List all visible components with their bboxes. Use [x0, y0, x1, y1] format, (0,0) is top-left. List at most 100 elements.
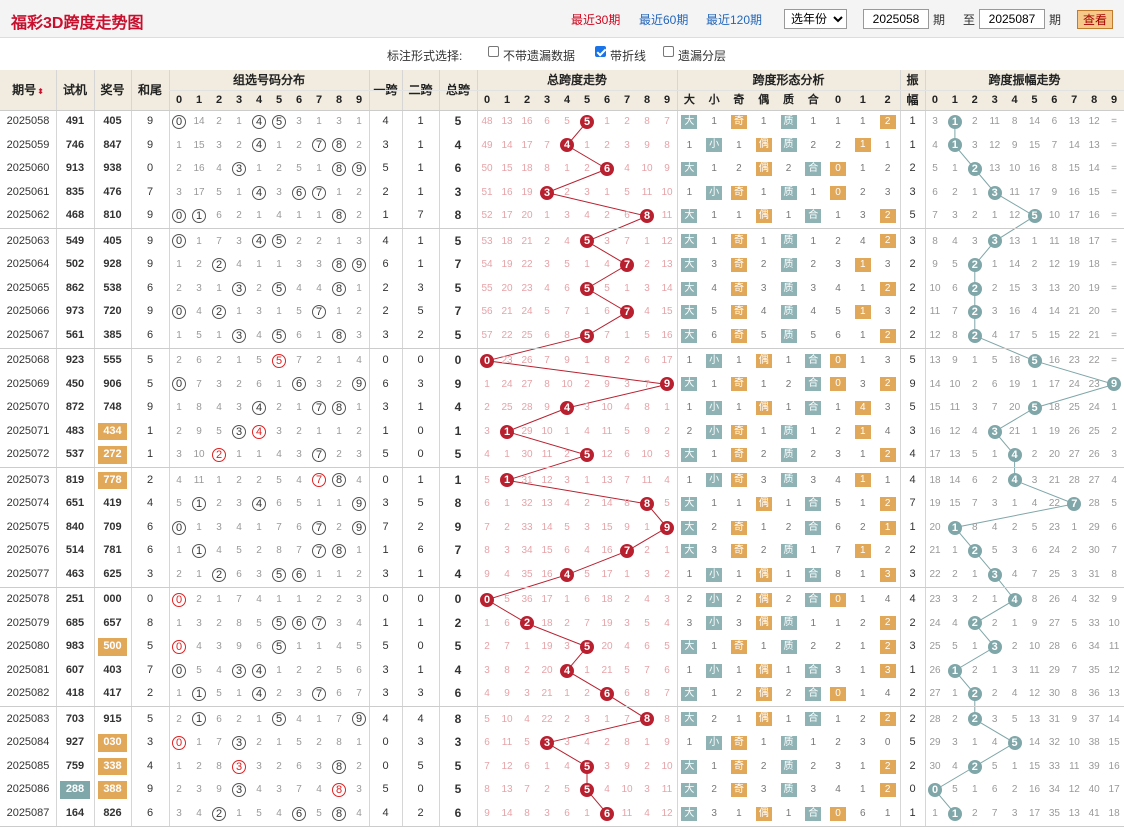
- trend-miss: 13: [661, 259, 673, 271]
- group-ball: 6: [292, 616, 306, 631]
- amp-trend-miss: 40: [1088, 784, 1100, 796]
- trend-miss: 1: [584, 664, 590, 676]
- header-issue[interactable]: 期号⬍: [12, 83, 44, 97]
- trend-miss: 6: [544, 329, 550, 341]
- amp-trend-miss: 28: [1088, 498, 1100, 510]
- group-miss: 6: [356, 664, 362, 676]
- header-digit: 1: [951, 94, 958, 106]
- shape-mark: 2: [879, 783, 896, 798]
- amp-trend-miss: 3: [1071, 568, 1078, 580]
- shape-miss: 3: [884, 259, 891, 271]
- year-select[interactable]: 选年份: [784, 9, 847, 29]
- sort-icon[interactable]: ⬍: [37, 87, 44, 96]
- trend-miss: 6: [604, 306, 610, 318]
- miss-layer-checkbox[interactable]: [663, 46, 674, 57]
- group-miss: 2: [236, 210, 242, 222]
- amp-trend-miss: 4: [952, 760, 958, 772]
- group-ball: 2: [212, 806, 226, 821]
- trial-cell: 703: [65, 712, 85, 725]
- span2-cell: 6: [417, 544, 424, 557]
- group-ball: 1: [192, 712, 206, 727]
- amplitude-cell: 9: [909, 377, 916, 390]
- query-button[interactable]: 查看: [1077, 10, 1113, 29]
- issue-to-input[interactable]: [979, 9, 1045, 29]
- span1-cell: 1: [382, 209, 389, 222]
- total-span-cell: 0: [454, 353, 462, 367]
- group-miss: 6: [256, 641, 262, 653]
- amp-trend-miss: 2: [952, 713, 958, 725]
- group-ball: 6: [292, 185, 306, 200]
- shape-mark: 0: [830, 377, 847, 392]
- grid-line: [56, 70, 57, 826]
- amp-trend-miss: 6: [1071, 641, 1078, 653]
- group-miss: 4: [356, 617, 362, 629]
- grid-line: [131, 70, 132, 826]
- grid-line: [477, 70, 478, 826]
- amp-trend-miss: 9: [1071, 713, 1078, 725]
- no-miss-data-checkbox[interactable]: [488, 46, 499, 57]
- group-miss: 2: [296, 664, 302, 676]
- trend-miss: 56: [481, 306, 493, 318]
- trend-miss: 1: [664, 545, 670, 557]
- amp-trend-miss: 3: [952, 210, 958, 222]
- trend-miss: 8: [604, 355, 610, 366]
- group-miss: 6: [236, 568, 242, 580]
- trend-miss: 9: [664, 737, 670, 749]
- group-miss: 3: [176, 807, 182, 819]
- trend-miss: 3: [664, 594, 670, 605]
- amp-trend-miss: 16: [929, 425, 941, 437]
- span1-cell: 1: [382, 424, 389, 437]
- shape-mark: 大: [681, 640, 698, 654]
- amp-trend-miss: 13: [1009, 235, 1021, 247]
- shape-miss: 1: [835, 210, 841, 222]
- trend-miss: 1: [484, 617, 490, 629]
- group-miss: 1: [256, 521, 262, 533]
- group-miss: 7: [196, 378, 202, 390]
- group-miss: 1: [176, 617, 182, 629]
- trend-miss: 9: [564, 355, 570, 366]
- amp-trend-miss: 3: [991, 713, 998, 725]
- shape-miss: 1: [860, 449, 866, 461]
- header-digit: 9: [1110, 94, 1118, 106]
- trial-cell: 251: [65, 593, 85, 605]
- shape-mark: 合: [805, 162, 822, 176]
- nav-recent-60[interactable]: 最近60期: [639, 13, 689, 27]
- group-miss: 2: [196, 594, 202, 605]
- shape-mark: 小: [706, 592, 723, 607]
- shape-miss: 1: [686, 139, 693, 151]
- total-span-ball: 5: [580, 640, 594, 654]
- total-span-cell: 5: [454, 233, 462, 248]
- prize-cell: 906: [103, 377, 122, 390]
- nav-recent-120[interactable]: 最近120期: [706, 13, 763, 27]
- trend-miss: 12: [661, 235, 673, 247]
- amp-trend-miss: 22: [1048, 498, 1060, 510]
- shape-mark: 大: [681, 305, 698, 320]
- amp-trend-miss: 1: [1071, 521, 1078, 533]
- grid-line: [169, 90, 1124, 91]
- trend-miss: 1: [664, 402, 670, 414]
- shape-miss: 1: [736, 713, 742, 725]
- amplitude-ball: 1: [947, 520, 962, 535]
- total-span-cell: 1: [454, 472, 462, 487]
- group-miss: 7: [216, 737, 222, 749]
- prize-cell: 388: [98, 781, 127, 799]
- amplitude-ball: 3: [987, 567, 1002, 582]
- shape-mark: 奇: [730, 424, 747, 439]
- header-shape-col: 1: [859, 94, 866, 106]
- group-miss: 1: [316, 116, 322, 127]
- total-span-cell: 5: [454, 782, 462, 797]
- group-miss: 1: [356, 116, 362, 127]
- amp-trend-miss: 3: [991, 306, 998, 318]
- amp-trend-miss: 13: [949, 449, 961, 461]
- shape-miss: 1: [760, 521, 767, 533]
- header-digit: 3: [543, 94, 551, 106]
- polyline-checkbox[interactable]: [595, 46, 606, 57]
- nav-recent-30[interactable]: 最近30期: [571, 13, 621, 27]
- issue-from-input[interactable]: [863, 9, 929, 29]
- amp-trend-miss: 38: [1088, 737, 1100, 749]
- shape-mark: 合: [805, 520, 822, 535]
- shape-mark: 偶: [755, 138, 772, 153]
- group-miss: 3: [196, 784, 202, 796]
- group-ball: 5: [272, 712, 286, 727]
- group-ball: 8: [332, 257, 346, 272]
